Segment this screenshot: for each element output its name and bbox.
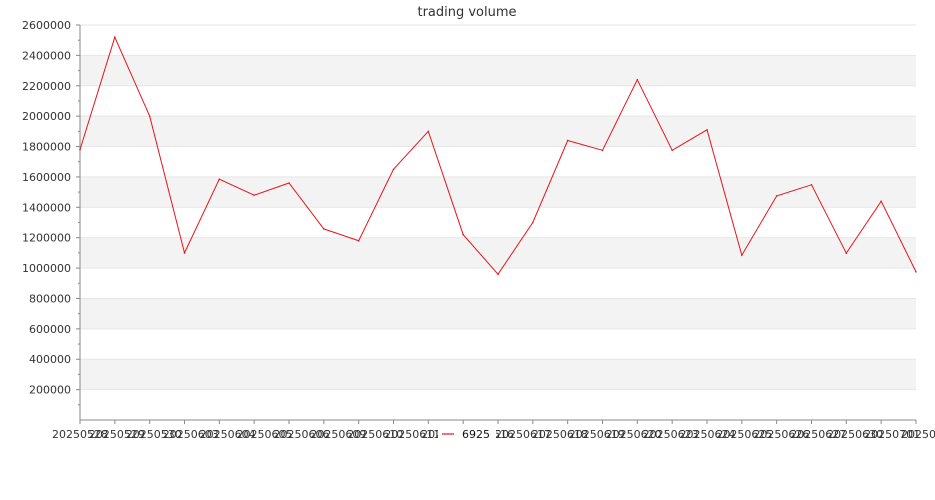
y-tick-label: 200000 xyxy=(29,384,71,397)
data-point xyxy=(497,273,499,275)
y-tick-label: 2200000 xyxy=(22,80,71,93)
grid-band xyxy=(80,116,916,147)
data-point xyxy=(706,129,708,131)
x-tick-label: 20250619 xyxy=(569,428,625,441)
x-tick-label: 20250623 xyxy=(643,428,699,441)
data-point xyxy=(148,115,151,117)
data-point xyxy=(253,194,255,196)
y-tick-label: 600000 xyxy=(29,323,71,336)
x-tick-label: 20250624 xyxy=(680,428,736,441)
grid-band xyxy=(80,176,916,208)
data-point xyxy=(810,184,813,186)
x-tick-label: 20250529 xyxy=(89,428,145,441)
grid-band xyxy=(80,359,916,390)
x-tick-label: 20250618 xyxy=(532,428,588,441)
data-point xyxy=(79,148,81,151)
y-tick-label: 2600000 xyxy=(22,19,71,32)
data-point xyxy=(392,168,395,171)
x-tick-label: 20250610 xyxy=(347,428,403,441)
data-point xyxy=(845,252,848,254)
x-tick-label: 20250630 xyxy=(827,428,883,441)
legend-label: 6925 xyxy=(462,428,490,441)
y-tick-label: 2000000 xyxy=(22,110,71,123)
y-tick-label: 1200000 xyxy=(22,232,71,245)
grid-bands xyxy=(80,24,916,391)
y-tick-label: 1400000 xyxy=(22,201,71,214)
grid-band xyxy=(80,298,916,329)
y-axis: 200000 400000 600000 800000 1000000 1200000 14… xyxy=(22,19,81,420)
x-tick-label: 20250606 xyxy=(273,428,329,441)
data-point xyxy=(601,149,604,152)
x-tick-label: 20250625 xyxy=(716,428,772,441)
data-point xyxy=(775,195,778,197)
data-point xyxy=(357,239,360,242)
data-point xyxy=(636,78,639,81)
x-tick-label: 20250620 xyxy=(606,428,662,441)
x-tick-label: 20250528 xyxy=(52,428,108,441)
grid-band xyxy=(80,237,916,269)
x-tick-label: 20250530 xyxy=(126,428,182,441)
x-tick-label: 20250701 xyxy=(864,428,920,441)
y-tick-label: 1000000 xyxy=(22,262,71,275)
data-point xyxy=(427,130,430,133)
data-point xyxy=(114,36,116,38)
x-tick-label: 20250627 xyxy=(790,428,846,441)
data-point xyxy=(880,200,882,203)
x-tick-label: 20250611 xyxy=(384,428,440,441)
data-point xyxy=(218,178,221,181)
series-lines xyxy=(79,35,917,276)
x-tick-label: 20250605 xyxy=(237,428,293,441)
x-tick-label: 20250609 xyxy=(310,428,366,441)
data-point xyxy=(741,254,743,256)
x-tick-label: 20250604 xyxy=(200,428,256,441)
grid-band xyxy=(80,55,916,86)
y-tick-label: 2400000 xyxy=(22,49,71,62)
legend: 6925 xyxy=(438,425,496,441)
y-tick-label: 1600000 xyxy=(22,171,71,184)
data-point xyxy=(566,139,569,142)
chart-title: trading volume xyxy=(417,5,516,20)
y-tick-label: 1800000 xyxy=(22,141,71,154)
y-tick-label: 800000 xyxy=(29,292,71,305)
data-point xyxy=(288,182,290,184)
data-point xyxy=(323,228,325,230)
data-point xyxy=(671,149,673,152)
x-tick-label: 20250617 xyxy=(495,428,551,441)
legend-box xyxy=(438,425,496,440)
data-point xyxy=(183,252,186,254)
data-point xyxy=(462,233,464,236)
x-tick-label: 20250626 xyxy=(753,428,809,441)
y-tick-label: 400000 xyxy=(29,353,71,366)
data-point xyxy=(532,221,534,224)
data-point xyxy=(915,271,917,273)
x-tick-label: 20250702 xyxy=(901,428,935,441)
x-tick-label: 20250603 xyxy=(163,428,219,441)
